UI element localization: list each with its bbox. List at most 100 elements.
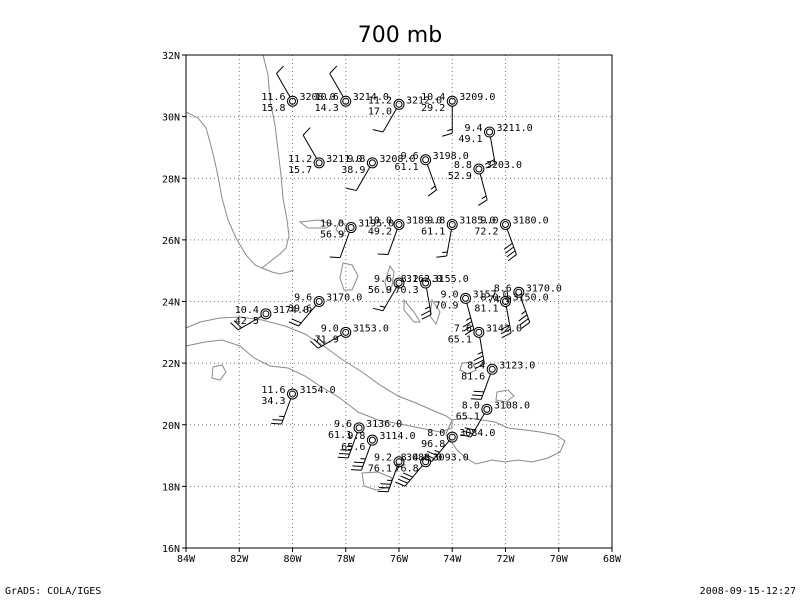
station-model: 9.070.9 3157.0 xyxy=(434,289,509,336)
wind-barb-feather xyxy=(464,427,475,431)
station-humidity: 76.1 xyxy=(368,464,392,475)
wind-barb-staff xyxy=(317,334,342,349)
wind-barb-staff xyxy=(347,432,358,459)
station-humidity: 65.1 xyxy=(456,411,480,422)
station-ring-inner xyxy=(486,128,494,136)
wind-barb-feather xyxy=(500,328,511,335)
station-humidity: 61.1 xyxy=(395,162,419,173)
wind-barb-feather xyxy=(230,322,239,331)
station-model: 10.056.9 3195.0 xyxy=(320,219,394,259)
station-ring-inner xyxy=(488,365,496,373)
station-ring-inner xyxy=(395,458,403,466)
wind-barb-feather xyxy=(503,242,513,250)
station-height: 3157.0 xyxy=(473,289,509,300)
station-height: 3162.0 xyxy=(406,274,442,285)
station-humidity: 96.8 xyxy=(421,439,445,450)
station-ring-inner xyxy=(502,220,509,228)
station-temperature: 11.6 xyxy=(261,92,285,103)
station-height: 3208.0 xyxy=(379,154,415,165)
station-temperature: 9.0 xyxy=(441,289,459,300)
wind-barb-feather xyxy=(329,256,341,259)
station-ring-outer xyxy=(500,218,511,230)
wind-barb-staff xyxy=(281,398,292,425)
station-model: 10.429.2 3209.0 xyxy=(421,92,495,137)
wind-barb-staff xyxy=(387,228,398,255)
station-ring-inner xyxy=(315,298,323,305)
station-height: 3154.0 xyxy=(300,385,336,396)
wind-barb-feather xyxy=(518,314,528,322)
station-humidity: 65.6 xyxy=(341,442,365,453)
wind-barb-feather xyxy=(505,246,515,254)
station-model: 9.639.6 3170.0 xyxy=(288,293,362,327)
station-temperature: 10.4 xyxy=(235,305,259,316)
wind-barb-staff xyxy=(489,136,496,164)
station-model: 9.449.1 3211.0 xyxy=(458,123,533,169)
wind-barb-staff xyxy=(276,73,291,98)
station-height: 3153.0 xyxy=(353,323,389,334)
station-ring-outer xyxy=(260,308,272,320)
station-model: 9.276.1 3088.0 xyxy=(368,453,442,493)
station-ring-outer xyxy=(473,163,485,175)
station-temperature: 9.6 xyxy=(334,419,352,430)
wind-barb-feather xyxy=(506,250,516,258)
station-humidity: 61.1 xyxy=(328,430,352,441)
station-temperature: 8.6 xyxy=(494,283,512,294)
station-model: 8.481.6 3123.0 xyxy=(461,360,535,400)
x-tick-label: 74W xyxy=(443,554,462,565)
wind-barb-feather xyxy=(271,422,282,425)
station-ring-outer xyxy=(287,388,298,400)
station-ring-inner xyxy=(422,279,430,287)
station-ring-outer xyxy=(340,326,352,338)
station-height: 3185.0 xyxy=(459,215,495,226)
wind-barb-half-feather xyxy=(477,351,483,355)
wind-barb-feather xyxy=(380,483,391,485)
station-height: 3150.0 xyxy=(513,293,549,304)
wind-barb-staff xyxy=(520,296,531,323)
wind-barb-staff xyxy=(479,337,485,364)
station-model: 10.614.3 3214.0 xyxy=(315,65,389,114)
wind-barb-staff xyxy=(339,232,350,258)
wind-barb-staff xyxy=(298,305,317,327)
station-temperature: 9.6 xyxy=(401,151,419,162)
station-temperature: 8.4 xyxy=(467,360,485,371)
station-ring-inner xyxy=(395,279,403,287)
coast-florida-west xyxy=(185,111,263,269)
station-humidity: 39.6 xyxy=(288,304,312,315)
station-ring-inner xyxy=(475,328,483,336)
footer-credit: GrADS: COLA/IGES xyxy=(5,586,102,597)
station-height: 3212.0 xyxy=(406,95,442,106)
wind-barb-feather xyxy=(276,65,285,74)
station-ring-inner xyxy=(342,97,350,105)
station-humidity: 49.1 xyxy=(458,134,482,145)
station-temperature: 10.0 xyxy=(368,215,392,226)
y-tick-label: 26N xyxy=(162,236,180,247)
station-ring-outer xyxy=(393,98,405,110)
station-ring-outer xyxy=(393,218,405,230)
wind-barb-feather xyxy=(377,253,389,256)
wind-barb-half-feather xyxy=(442,251,448,254)
wind-barb-half-feather xyxy=(379,305,386,308)
coast-inagua xyxy=(459,361,477,375)
station-humidity: 34.3 xyxy=(261,396,285,407)
station-model: 8.065.1 3108.0 xyxy=(456,400,530,438)
wind-barb-feather xyxy=(353,461,365,464)
station-humidity: 52.9 xyxy=(448,171,472,182)
station-ring-outer xyxy=(366,157,378,169)
station-ring-inner xyxy=(475,165,483,173)
wind-barb-feather xyxy=(272,419,283,421)
wind-barb-feather xyxy=(470,398,482,400)
station-height: 3174.0 xyxy=(273,305,309,316)
station-height: 3108.0 xyxy=(494,400,530,411)
station-ring-inner xyxy=(342,328,350,336)
station-model: 10.442.5 3174.0 xyxy=(230,305,309,331)
wind-barb-staff xyxy=(480,373,491,400)
station-height: 3180.0 xyxy=(513,215,549,226)
wind-barb-staff xyxy=(479,173,488,201)
station-temperature: 9.0 xyxy=(480,215,498,226)
wind-barb-feather xyxy=(474,359,484,366)
station-humidity: 81.6 xyxy=(461,371,485,382)
station-ring-outer xyxy=(446,218,458,230)
station-ring-outer xyxy=(420,277,432,289)
station-ring-outer xyxy=(393,456,405,468)
station-ring-inner xyxy=(347,224,355,232)
